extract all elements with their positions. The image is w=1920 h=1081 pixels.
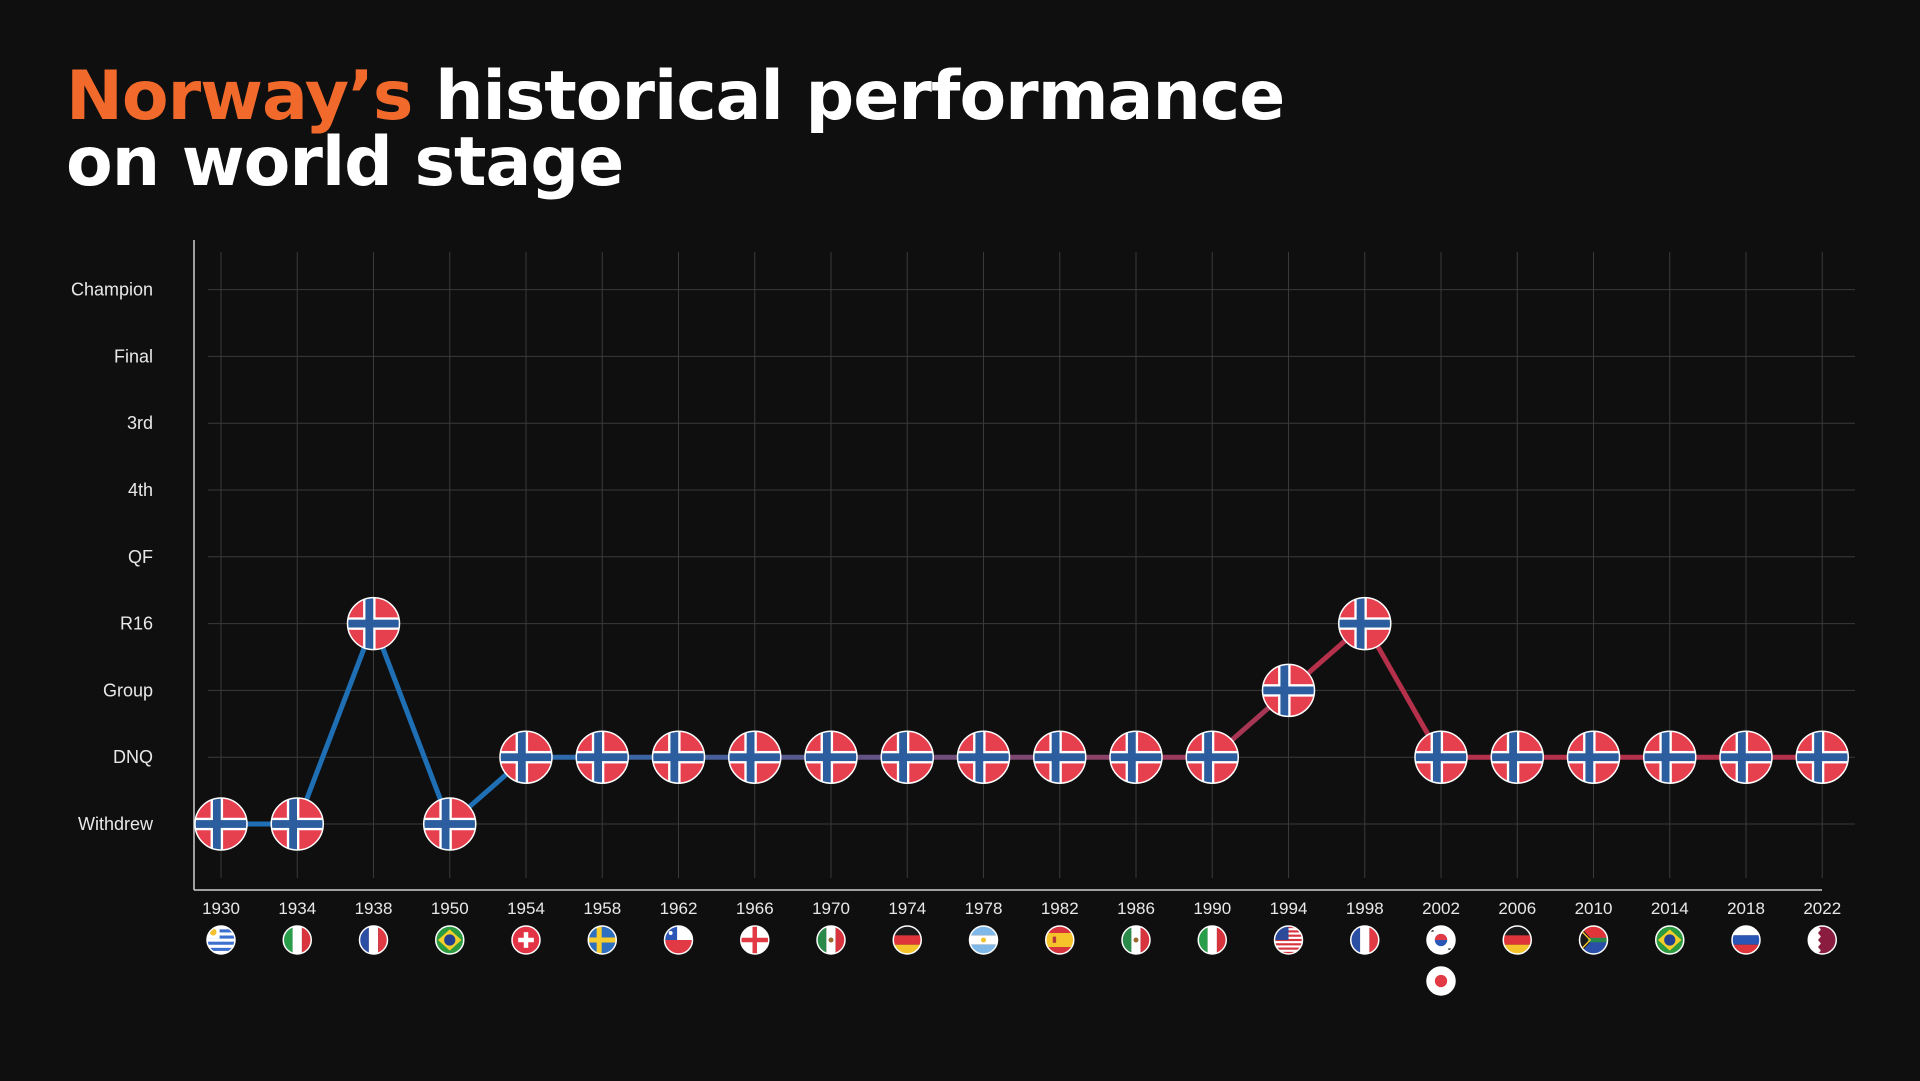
data-point-marker — [1414, 730, 1468, 784]
x-tick-label: 1938 — [355, 899, 393, 918]
y-tick-label: Champion — [71, 280, 153, 300]
germany-flag-icon — [1502, 925, 1532, 955]
series-segment — [294, 621, 376, 827]
x-tick-label: 1954 — [507, 899, 545, 918]
data-point-marker — [270, 797, 324, 851]
data-point-marker — [423, 797, 477, 851]
x-tick-label: 1950 — [431, 899, 469, 918]
data-point-marker — [194, 797, 248, 851]
data-point-marker — [1109, 730, 1163, 784]
data-point-marker — [651, 730, 706, 784]
data-point-marker — [1338, 596, 1392, 651]
y-tick-label: DNQ — [113, 747, 153, 767]
data-point-marker — [1795, 730, 1849, 784]
x-tick-label: 1934 — [278, 899, 316, 918]
data-point-marker — [346, 596, 401, 651]
data-point-marker — [1185, 730, 1239, 784]
data-point-marker — [880, 730, 934, 784]
page-title: Norway’s historical performance on world… — [66, 63, 1285, 202]
x-tick-label: 1986 — [1117, 899, 1155, 918]
x-tick-label: 2014 — [1651, 899, 1689, 918]
x-tick-label: 2010 — [1575, 899, 1613, 918]
title-rest: historical performance — [412, 57, 1285, 136]
mexico-flag-icon — [1121, 925, 1151, 955]
uruguay-flag-icon — [206, 925, 236, 955]
data-point-marker — [1643, 730, 1697, 784]
brazil-flag-icon — [1655, 925, 1685, 955]
series-segment — [371, 621, 453, 827]
y-tick-label: 3rd — [127, 413, 153, 433]
x-tick-label: 1982 — [1041, 899, 1079, 918]
data-point-marker — [575, 730, 629, 784]
mexico-flag-icon — [816, 925, 846, 955]
italy-flag-icon — [282, 925, 312, 955]
x-tick-label: 1994 — [1270, 899, 1308, 918]
france-flag-icon — [1350, 925, 1380, 955]
y-tick-label: Group — [103, 680, 153, 700]
x-tick-label: 1974 — [888, 899, 926, 918]
data-point-marker — [956, 730, 1011, 784]
x-tick-label: 2002 — [1422, 899, 1460, 918]
spain-flag-icon — [1045, 925, 1075, 955]
axes — [193, 240, 1822, 891]
y-tick-label: QF — [128, 547, 153, 567]
y-axis-labels: Withdrew DNQ Group R16 QF 4th 3rd Final Champion — [71, 280, 154, 834]
russia-flag-icon — [1731, 925, 1761, 955]
y-tick-label: Final — [114, 346, 153, 366]
x-tick-label: 1978 — [965, 899, 1003, 918]
chile-flag-icon — [663, 925, 694, 955]
x-tick-label: 1970 — [812, 899, 850, 918]
data-point-marker — [804, 730, 858, 784]
italy-flag-icon — [1197, 925, 1227, 955]
x-tick-label: 1958 — [583, 899, 621, 918]
japan-flag-icon — [1426, 966, 1456, 996]
x-tick-label: 2006 — [1498, 899, 1536, 918]
y-tick-label: R16 — [120, 614, 153, 634]
usa-flag-icon — [1273, 925, 1304, 955]
data-point-marker — [1719, 730, 1773, 784]
data-point-marker — [1566, 730, 1621, 784]
south-africa-flag-icon — [1578, 925, 1609, 955]
france-flag-icon — [358, 925, 389, 955]
x-tick-label: 2018 — [1727, 899, 1765, 918]
data-point-marker — [728, 730, 782, 784]
x-tick-label: 1966 — [736, 899, 774, 918]
data-point-marker — [1490, 730, 1544, 784]
x-tick-label: 2022 — [1803, 899, 1841, 918]
title-line-2: on world stage — [66, 123, 624, 202]
south-korea-flag-icon — [1426, 925, 1456, 955]
data-point-marker — [1261, 663, 1316, 718]
switzerland-flag-icon — [511, 925, 541, 955]
host-flags — [206, 925, 1837, 996]
grid — [208, 252, 1855, 878]
title-line-1: Norway’s historical performance — [66, 63, 1285, 131]
qatar-flag-icon — [1807, 925, 1837, 955]
data-markers — [194, 596, 1849, 851]
y-tick-label: Withdrew — [78, 814, 154, 834]
data-point-marker — [499, 730, 553, 784]
germany-flag-icon — [892, 925, 922, 955]
argentina-flag-icon — [968, 925, 999, 955]
x-tick-label: 1962 — [660, 899, 698, 918]
x-tick-label: 1998 — [1346, 899, 1384, 918]
brazil-flag-icon — [435, 925, 465, 955]
x-tick-label: 1930 — [202, 899, 240, 918]
series-line — [218, 621, 1825, 827]
data-point-marker — [1033, 730, 1087, 784]
y-tick-label: 4th — [128, 480, 153, 500]
x-tick-label: 1990 — [1193, 899, 1231, 918]
sweden-flag-icon — [587, 925, 617, 955]
x-axis-labels: 1930 1934 1938 1950 1954 1958 1962 1966 1970 1974… — [202, 899, 1841, 918]
title-accent: Norway’s — [66, 57, 413, 136]
england-flag-icon — [740, 925, 770, 955]
